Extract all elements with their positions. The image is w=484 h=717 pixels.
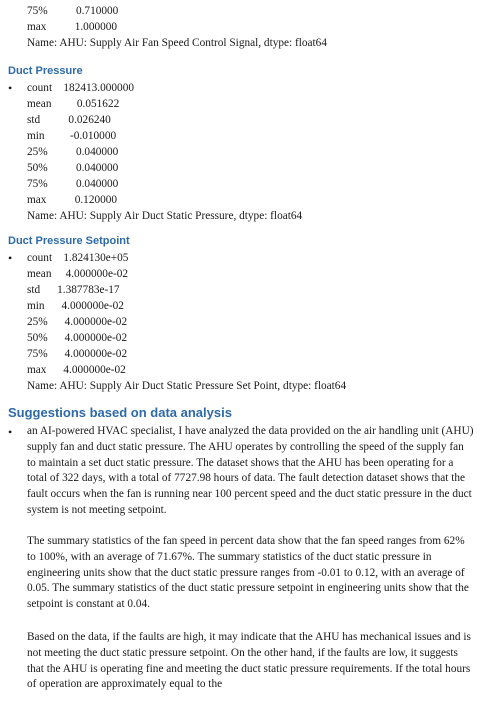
- paragraph-interpretation: Based on the data, if the faults are hig…: [27, 631, 471, 691]
- section-heading-suggestions: Suggestions based on data analysis: [8, 405, 232, 420]
- stat-row-min: min 4.000000e-02: [27, 300, 124, 312]
- bullet: •: [8, 251, 13, 265]
- stat-row-50: 50% 0.040000: [27, 162, 119, 174]
- stat-row-max: max 4.000000e-02: [27, 364, 126, 376]
- stat-row-75: 75% 0.040000: [27, 178, 119, 190]
- bullet: •: [8, 81, 13, 95]
- bullet: •: [8, 425, 13, 439]
- stat-row-max: max 0.120000: [27, 194, 118, 206]
- paragraph-analysis: an AI-powered HVAC specialist, I have an…: [27, 425, 474, 516]
- stat-row-min: min -0.010000: [27, 130, 117, 142]
- section-heading-duct-pressure-setpoint: Duct Pressure Setpoint: [8, 235, 130, 247]
- stat-row-count: count 1.824130e+05: [27, 252, 129, 264]
- series-name-line: Name: AHU: Supply Air Fan Speed Control …: [27, 37, 327, 49]
- paragraph-summary-statistics: The summary statistics of the fan speed …: [27, 535, 469, 611]
- stat-row-75: 75% 0.710000: [27, 5, 119, 17]
- stat-row-mean: mean 4.000000e-02: [27, 268, 129, 280]
- stat-row-50: 50% 4.000000e-02: [27, 332, 128, 344]
- section-heading-duct-pressure: Duct Pressure: [8, 65, 83, 77]
- stat-row-25: 25% 4.000000e-02: [27, 316, 128, 328]
- stat-row-max: max 1.000000: [27, 21, 118, 33]
- stat-row-75: 75% 4.000000e-02: [27, 348, 128, 360]
- stat-row-std: std 1.387783e-17: [27, 284, 120, 296]
- series-name-line: Name: AHU: Supply Air Duct Static Pressu…: [27, 380, 347, 392]
- stat-row-mean: mean 0.051622: [27, 98, 120, 110]
- stat-row-25: 25% 0.040000: [27, 146, 119, 158]
- stat-row-std: std 0.026240: [27, 114, 111, 126]
- series-name-line: Name: AHU: Supply Air Duct Static Pressu…: [27, 210, 303, 222]
- stat-row-count: count 182413.000000: [27, 82, 135, 94]
